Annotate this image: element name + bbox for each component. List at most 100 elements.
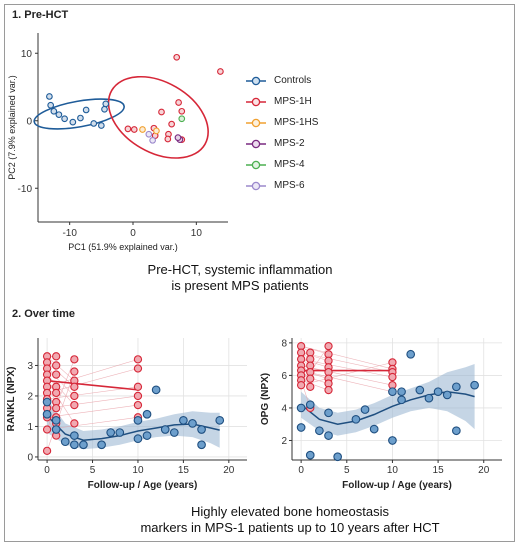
point-controls xyxy=(101,105,108,113)
point-mps-1hs xyxy=(139,126,146,133)
point-mps-1h xyxy=(168,120,175,128)
y-tick-label: -10 xyxy=(18,184,33,195)
rankl-point-control xyxy=(51,425,61,434)
opg-point-control xyxy=(360,405,370,414)
point-mps-1h xyxy=(130,126,138,133)
rankl-point-mps xyxy=(133,382,143,391)
rankl-x-tick-label: 0 xyxy=(44,465,50,476)
opg-y-axis-label: OPG (NPX) xyxy=(260,373,271,425)
opg-x-axis-label: Follow-up / Age (years) xyxy=(342,480,452,491)
opg-point-control xyxy=(451,382,461,392)
point-mps-4 xyxy=(178,115,186,123)
point-mps-1h xyxy=(124,125,132,133)
rankl-x-tick-label: 5 xyxy=(90,465,96,476)
opg-point-control xyxy=(406,349,416,359)
point-controls xyxy=(46,93,53,100)
point-controls xyxy=(82,106,90,114)
legend-item-mps-2: MPS-2 xyxy=(246,133,336,154)
point-controls xyxy=(55,111,63,119)
rankl-point-control xyxy=(160,425,170,434)
rankl-point-mps xyxy=(133,391,143,401)
legend-item-controls: Controls xyxy=(246,70,336,91)
point-controls xyxy=(102,100,110,108)
opg-point-control xyxy=(397,387,406,397)
legend-item-mps-1h: MPS-1H xyxy=(246,91,336,112)
rankl-point-control xyxy=(115,428,125,437)
x-tick-label: 0 xyxy=(130,228,136,239)
point-mps-6 xyxy=(149,136,156,144)
legend-label-mps-4: MPS-4 xyxy=(274,159,305,170)
point-controls xyxy=(61,115,68,123)
opg-point-control xyxy=(315,426,324,436)
opg-x-tick-label: 10 xyxy=(387,465,399,476)
legend-label-mps-6: MPS-6 xyxy=(274,180,305,191)
opg-patient-line xyxy=(301,352,393,373)
rankl-control-confidence-band xyxy=(47,399,220,450)
rankl-point-control xyxy=(142,409,152,419)
rankl-y-tick-label: 3 xyxy=(27,361,33,372)
point-mps-2 xyxy=(174,134,182,141)
section-title-pre-hct: 1. Pre-HCT xyxy=(12,9,69,21)
rankl-patient-line xyxy=(47,395,138,409)
rankl-mps-trend-line xyxy=(47,379,139,391)
opg-point-control xyxy=(305,400,315,410)
rankl-patient-line xyxy=(46,371,75,451)
point-controls xyxy=(90,120,98,127)
point-mps-1h xyxy=(217,68,224,75)
opg-point-control xyxy=(424,393,434,403)
rankl-point-control xyxy=(79,440,88,450)
opg-patient-line xyxy=(301,380,329,391)
point-controls xyxy=(47,101,55,109)
opg-patient-line xyxy=(301,365,393,386)
rankl-point-control xyxy=(133,434,143,444)
rankl-point-control xyxy=(142,431,152,440)
opg-point-control xyxy=(388,387,397,397)
opg-point-control xyxy=(305,450,315,460)
legend-label-mps-2: MPS-2 xyxy=(274,138,305,149)
x-tick-label: -10 xyxy=(62,228,77,239)
rankl-point-control xyxy=(188,419,197,428)
rankl-x-tick-label: 15 xyxy=(178,465,190,476)
rankl-point-control xyxy=(60,437,70,447)
rankl-point-mps xyxy=(70,382,79,391)
legend-item-mps-4: MPS-4 xyxy=(246,154,336,175)
y-tick-label: 0 xyxy=(26,116,32,127)
opg-point-control xyxy=(388,436,397,445)
opg-point-mps xyxy=(306,374,315,383)
legend-label-controls: Controls xyxy=(274,75,312,86)
rankl-y-tick-label: 0 xyxy=(27,452,33,463)
rankl-point-control xyxy=(179,416,188,425)
rankl-point-mps xyxy=(52,388,61,398)
legend-key-icon xyxy=(246,97,266,106)
opg-point-mps xyxy=(296,381,306,390)
opg-point-control xyxy=(397,395,406,405)
rankl-point-control xyxy=(42,409,52,419)
rankl-point-control xyxy=(97,440,106,450)
opg-point-control xyxy=(442,390,452,400)
opg-point-control xyxy=(369,424,379,434)
rankl-point-mps xyxy=(70,367,79,376)
legend-key-icon xyxy=(246,118,266,127)
opg-patient-line xyxy=(301,345,393,370)
legend-label-mps-1hs: MPS-1HS xyxy=(274,117,319,128)
rankl-point-control xyxy=(69,440,79,450)
rankl-point-control xyxy=(106,428,116,437)
y-axis-label: PC2 (7.9% explained var.) xyxy=(7,75,17,180)
opg-point-mps xyxy=(324,385,333,395)
opg-control-fit-line xyxy=(300,390,475,425)
rankl-point-control xyxy=(69,431,79,440)
rankl-y-tick-label: 2 xyxy=(27,391,33,402)
rankl-point-control xyxy=(51,416,61,425)
rankl-point-control xyxy=(133,416,143,425)
legend-key-icon xyxy=(246,76,266,85)
legend-label-mps-1h: MPS-1H xyxy=(274,96,312,107)
point-mps-1h xyxy=(178,107,186,115)
opg-patient-line xyxy=(301,362,393,386)
rankl-point-mps xyxy=(133,400,143,410)
figure-frame xyxy=(4,4,515,542)
rankl-point-mps xyxy=(52,352,61,361)
caption-time: Highly elevated bone homeostasis markers… xyxy=(140,504,440,535)
rankl-point-mps xyxy=(70,400,79,410)
rankl-point-mps xyxy=(52,370,61,379)
